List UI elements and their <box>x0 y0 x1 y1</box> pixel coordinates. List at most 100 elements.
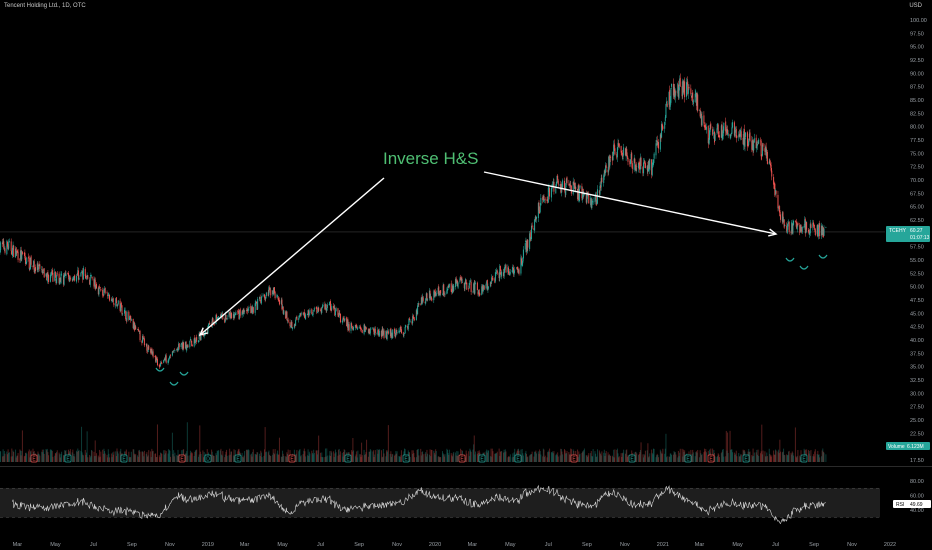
candle-body <box>395 329 397 334</box>
volume-bar <box>562 454 564 462</box>
candle-body <box>54 271 56 281</box>
candle-body <box>568 183 570 186</box>
volume-bar <box>509 456 511 462</box>
candle-body <box>215 315 217 325</box>
volume-bar <box>771 455 773 462</box>
candle-body <box>169 355 171 359</box>
volume-bar <box>437 456 439 462</box>
candle-body <box>422 297 424 301</box>
candle-body <box>721 124 723 138</box>
volume-bar <box>413 453 415 462</box>
volume-bar <box>738 456 740 462</box>
volume-bar <box>269 455 271 462</box>
candle-body <box>746 132 748 147</box>
volume-bar <box>232 455 234 462</box>
volume-bar <box>273 454 275 462</box>
candle-body <box>639 162 641 170</box>
candle-body <box>329 301 331 310</box>
volume-bar <box>42 452 44 462</box>
candle-body <box>527 239 529 248</box>
candle-body <box>357 327 359 329</box>
candle-body <box>172 351 174 352</box>
candle-body <box>704 125 706 128</box>
volume-bar <box>729 430 731 462</box>
volume-bar <box>512 456 514 462</box>
candle-body <box>495 273 497 274</box>
volume-bar <box>225 451 227 462</box>
candle-body <box>343 317 345 320</box>
candle-body <box>655 143 657 156</box>
candle-body <box>402 332 404 335</box>
event-marker <box>514 454 522 463</box>
volume-bar <box>390 456 392 462</box>
volume-bar <box>514 448 516 462</box>
candle-body <box>751 140 753 151</box>
volume-bar <box>394 455 396 462</box>
candle-body <box>73 276 75 278</box>
volume-bar <box>61 451 63 462</box>
candle-body <box>167 360 169 363</box>
candle-body <box>722 134 724 140</box>
candle-body <box>422 296 424 303</box>
candle-body <box>277 296 279 300</box>
candle-body <box>433 291 435 301</box>
volume-bar <box>466 453 468 462</box>
candle-body <box>634 158 636 164</box>
candle-body <box>364 326 366 332</box>
y-tick-label: 70.00 <box>910 178 924 184</box>
annotation-arrow-left-head <box>198 327 208 337</box>
candle-body <box>630 154 632 159</box>
volume-bar <box>189 455 191 462</box>
candle-body <box>787 223 789 227</box>
candle-body <box>507 267 509 274</box>
candle-body <box>786 226 788 233</box>
candle-body <box>199 335 201 340</box>
candle-body <box>383 330 385 338</box>
grid-layer <box>0 231 932 467</box>
candle-body <box>439 291 441 296</box>
x-tick-label: Sep <box>354 542 364 548</box>
candle-body <box>604 170 606 174</box>
volume-bar <box>696 452 698 462</box>
volume-bar <box>765 456 767 462</box>
candle-body <box>512 266 514 270</box>
candle-body <box>807 229 809 232</box>
volume-bar <box>256 452 258 462</box>
volume-bar <box>396 451 398 462</box>
volume-bar <box>765 456 767 462</box>
candle-body <box>526 240 528 252</box>
x-tick-label: Nov <box>847 542 857 548</box>
candle-body <box>318 307 320 311</box>
candle-body <box>434 291 436 297</box>
candle-body <box>43 269 45 271</box>
volume-bar <box>306 455 308 462</box>
event-marker-label: E <box>516 457 520 463</box>
x-tick-label: Nov <box>620 542 630 548</box>
volume-bar <box>174 452 176 462</box>
candle-body <box>678 87 680 99</box>
candle-body <box>6 241 8 255</box>
candle-body <box>307 310 309 315</box>
annotation-label[interactable]: Inverse H&S <box>383 149 478 168</box>
candle-body <box>313 310 315 312</box>
volume-bar <box>226 449 228 462</box>
volume-bar <box>691 453 693 462</box>
volume-bar <box>382 449 384 462</box>
candle-body <box>451 285 453 294</box>
candle-body <box>247 308 249 311</box>
candle-body <box>200 331 202 341</box>
candle-body <box>350 323 352 331</box>
event-marker <box>64 454 72 463</box>
candle-body <box>38 265 40 267</box>
volume-bar <box>198 456 200 462</box>
volume-bar <box>656 455 658 462</box>
candle-body <box>76 274 78 276</box>
candle-body <box>455 278 457 287</box>
candle-body <box>716 128 718 133</box>
candle-body <box>421 296 423 304</box>
candle-body <box>150 348 152 353</box>
candle-body <box>367 329 369 333</box>
volume-bar <box>77 450 79 462</box>
event-marker <box>707 454 715 463</box>
